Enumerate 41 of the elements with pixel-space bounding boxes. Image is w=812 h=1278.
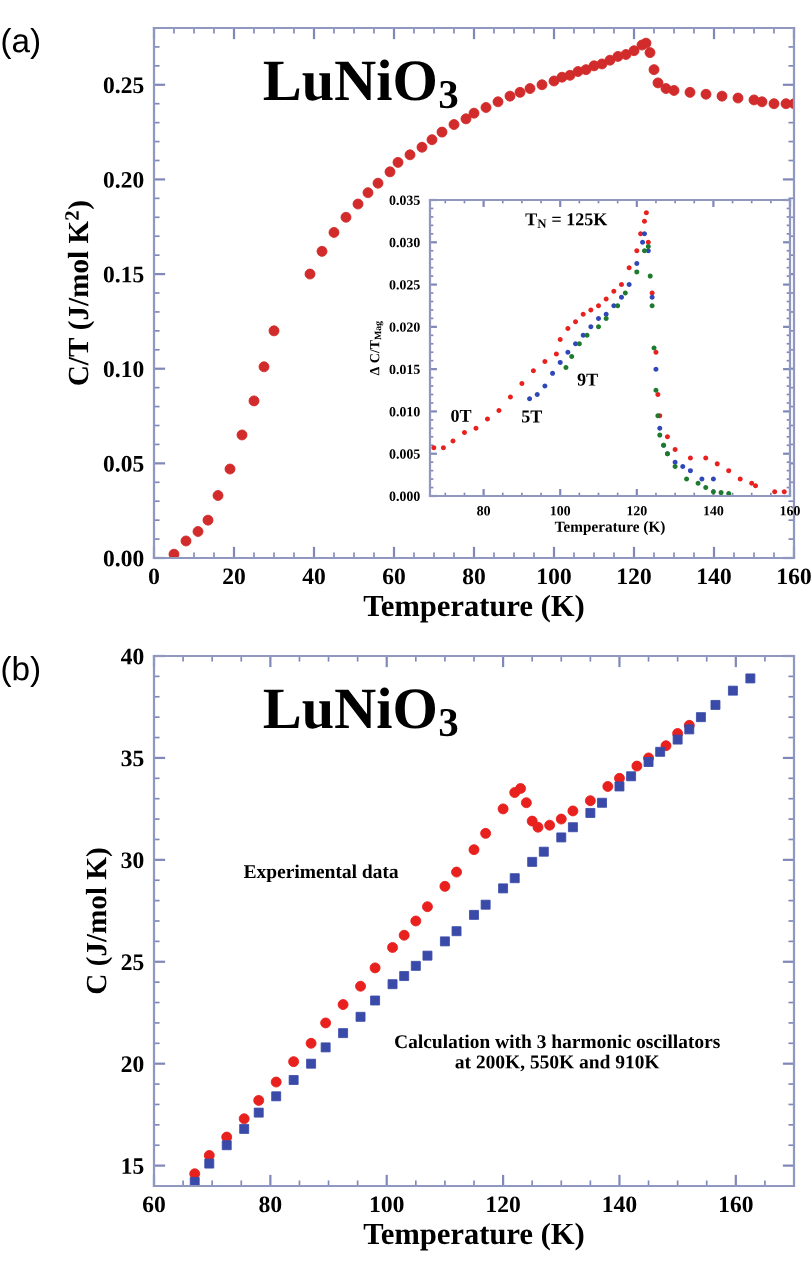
x-axis-title: Temperature (K)	[363, 594, 584, 623]
y-tick-label: 0.20	[103, 171, 144, 188]
y-axis-title: C/T (J/mol K$^{2}$)	[65, 201, 95, 385]
y-tick-label: 0.05	[103, 455, 144, 472]
annotation: 9T	[577, 373, 598, 386]
y-tick-label: 0.10	[103, 361, 144, 378]
x-tick-label: 60	[143, 1196, 165, 1213]
annotation: T$_{N}$ = 125K	[525, 213, 608, 228]
x-tick-label: 160	[720, 1196, 753, 1213]
y-tick-label: 20	[121, 1056, 144, 1073]
chart-title: (b)	[2, 656, 40, 688]
y-tick-label: 0.25	[103, 77, 144, 94]
x-tick-label: 20	[223, 568, 245, 585]
y-axis-title: C (J/mol K)	[85, 848, 113, 994]
annotation: 0T	[451, 409, 472, 422]
y-tick-label: 30	[121, 852, 144, 869]
chart-subtitle: LuNiO$_{3}$	[263, 687, 458, 737]
y-tick-label: 40	[120, 648, 144, 665]
y-tick-label: 0.15	[103, 266, 144, 283]
annotation: 5T	[521, 410, 543, 423]
chart-subtitle: LuNiO$_{3}$	[263, 59, 458, 109]
annotation: Calculation with 3 harmonic oscillators at 200K, 550K and 910K	[395, 1034, 720, 1072]
x-tick-label: 120	[618, 568, 651, 585]
x-tick-label: 80	[259, 1196, 282, 1213]
x-tick-label: 140	[698, 568, 731, 585]
x-tick-label: 0	[149, 568, 159, 585]
x-tick-label: 160	[778, 568, 811, 585]
x-tick-label: 100	[538, 568, 571, 585]
x-tick-label: 80	[462, 568, 485, 585]
annotation: Experimental data	[243, 864, 399, 883]
x-tick-label: 120	[487, 1196, 520, 1213]
x-tick-label: 100	[370, 1196, 404, 1213]
y-tick-label: 35	[121, 750, 144, 767]
y-tick-label: 0.00	[103, 550, 144, 567]
chart-title: (a)	[2, 28, 40, 60]
y-tick-label: 25	[121, 954, 144, 971]
x-axis-title: Temperature (K)	[363, 1222, 584, 1251]
x-tick-label: 60	[383, 568, 405, 585]
y-tick-label: 15	[122, 1158, 144, 1175]
x-tick-label: 140	[603, 1196, 637, 1213]
x-tick-label: 40	[302, 568, 325, 585]
